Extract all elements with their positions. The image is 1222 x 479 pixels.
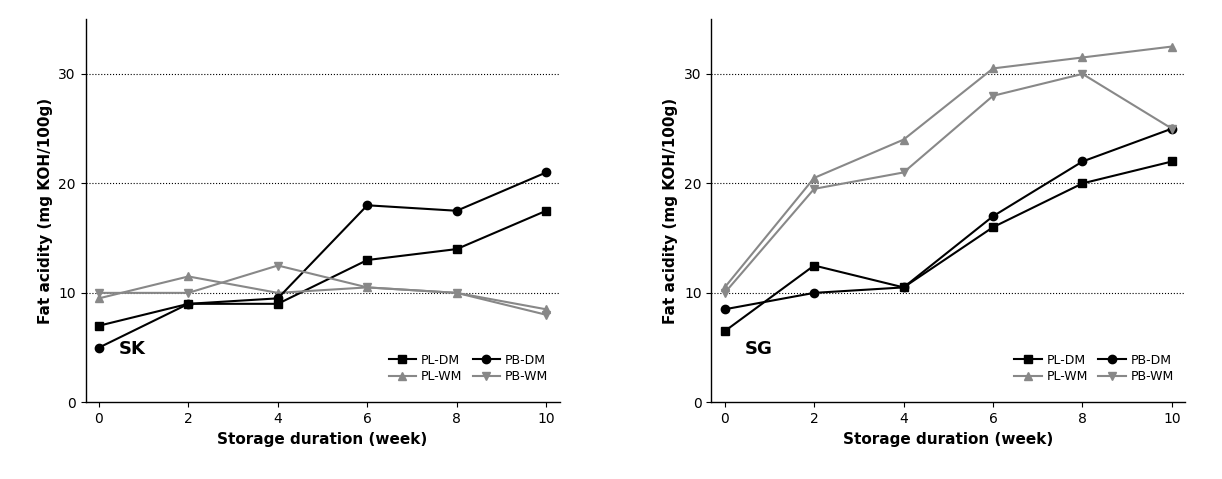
- PB-WM: [717, 290, 732, 296]
- PL-DM: [450, 246, 464, 252]
- PB-WM: [986, 93, 1001, 99]
- Text: SG: SG: [744, 340, 772, 358]
- PL-DM: [1075, 181, 1090, 186]
- PB-DM: [717, 307, 732, 312]
- Line: PL-WM: PL-WM: [95, 272, 550, 313]
- Line: PB-DM: PB-DM: [95, 168, 550, 352]
- X-axis label: Storage duration (week): Storage duration (week): [843, 432, 1053, 446]
- Line: PB-DM: PB-DM: [721, 125, 1176, 313]
- Line: PL-WM: PL-WM: [721, 42, 1176, 292]
- PL-WM: [1165, 44, 1179, 49]
- Legend: PL-DM, PL-WM, PB-DM, PB-WM: PL-DM, PL-WM, PB-DM, PB-WM: [384, 349, 554, 388]
- PL-DM: [270, 301, 285, 307]
- PB-DM: [360, 203, 375, 208]
- PB-WM: [270, 262, 285, 268]
- PB-DM: [986, 213, 1001, 219]
- PB-WM: [450, 290, 464, 296]
- PL-DM: [717, 328, 732, 334]
- PL-WM: [986, 66, 1001, 71]
- PB-WM: [807, 186, 821, 192]
- Line: PL-DM: PL-DM: [95, 206, 550, 330]
- PL-WM: [181, 274, 196, 279]
- PB-DM: [1075, 159, 1090, 164]
- PB-DM: [896, 285, 910, 290]
- X-axis label: Storage duration (week): Storage duration (week): [218, 432, 428, 446]
- PB-DM: [92, 345, 106, 351]
- PB-DM: [450, 208, 464, 214]
- PB-DM: [181, 301, 196, 307]
- PB-WM: [360, 285, 375, 290]
- PB-DM: [1165, 126, 1179, 132]
- PL-WM: [92, 296, 106, 301]
- Line: PL-DM: PL-DM: [721, 157, 1176, 335]
- PL-WM: [717, 285, 732, 290]
- PL-WM: [1075, 55, 1090, 60]
- PL-DM: [986, 224, 1001, 230]
- PB-WM: [1075, 71, 1090, 77]
- PL-DM: [539, 208, 554, 214]
- Line: PB-WM: PB-WM: [721, 70, 1176, 297]
- PB-DM: [539, 170, 554, 175]
- PB-WM: [539, 312, 554, 318]
- PL-WM: [807, 175, 821, 181]
- PL-DM: [1165, 159, 1179, 164]
- PL-WM: [896, 137, 910, 142]
- PB-WM: [896, 170, 910, 175]
- Line: PB-WM: PB-WM: [95, 262, 550, 319]
- PL-DM: [181, 301, 196, 307]
- PB-WM: [181, 290, 196, 296]
- PB-DM: [270, 296, 285, 301]
- PL-WM: [539, 307, 554, 312]
- PB-WM: [1165, 126, 1179, 132]
- PL-WM: [450, 290, 464, 296]
- PL-DM: [807, 262, 821, 268]
- PL-WM: [360, 285, 375, 290]
- Y-axis label: Fat acidity (mg KOH/100g): Fat acidity (mg KOH/100g): [38, 98, 53, 324]
- PL-DM: [360, 257, 375, 263]
- PL-DM: [92, 323, 106, 329]
- Y-axis label: Fat acidity (mg KOH/100g): Fat acidity (mg KOH/100g): [664, 98, 678, 324]
- PL-WM: [270, 290, 285, 296]
- Text: SK: SK: [119, 340, 145, 358]
- PB-WM: [92, 290, 106, 296]
- PB-DM: [807, 290, 821, 296]
- PL-DM: [896, 285, 910, 290]
- Legend: PL-DM, PL-WM, PB-DM, PB-WM: PL-DM, PL-WM, PB-DM, PB-WM: [1009, 349, 1179, 388]
